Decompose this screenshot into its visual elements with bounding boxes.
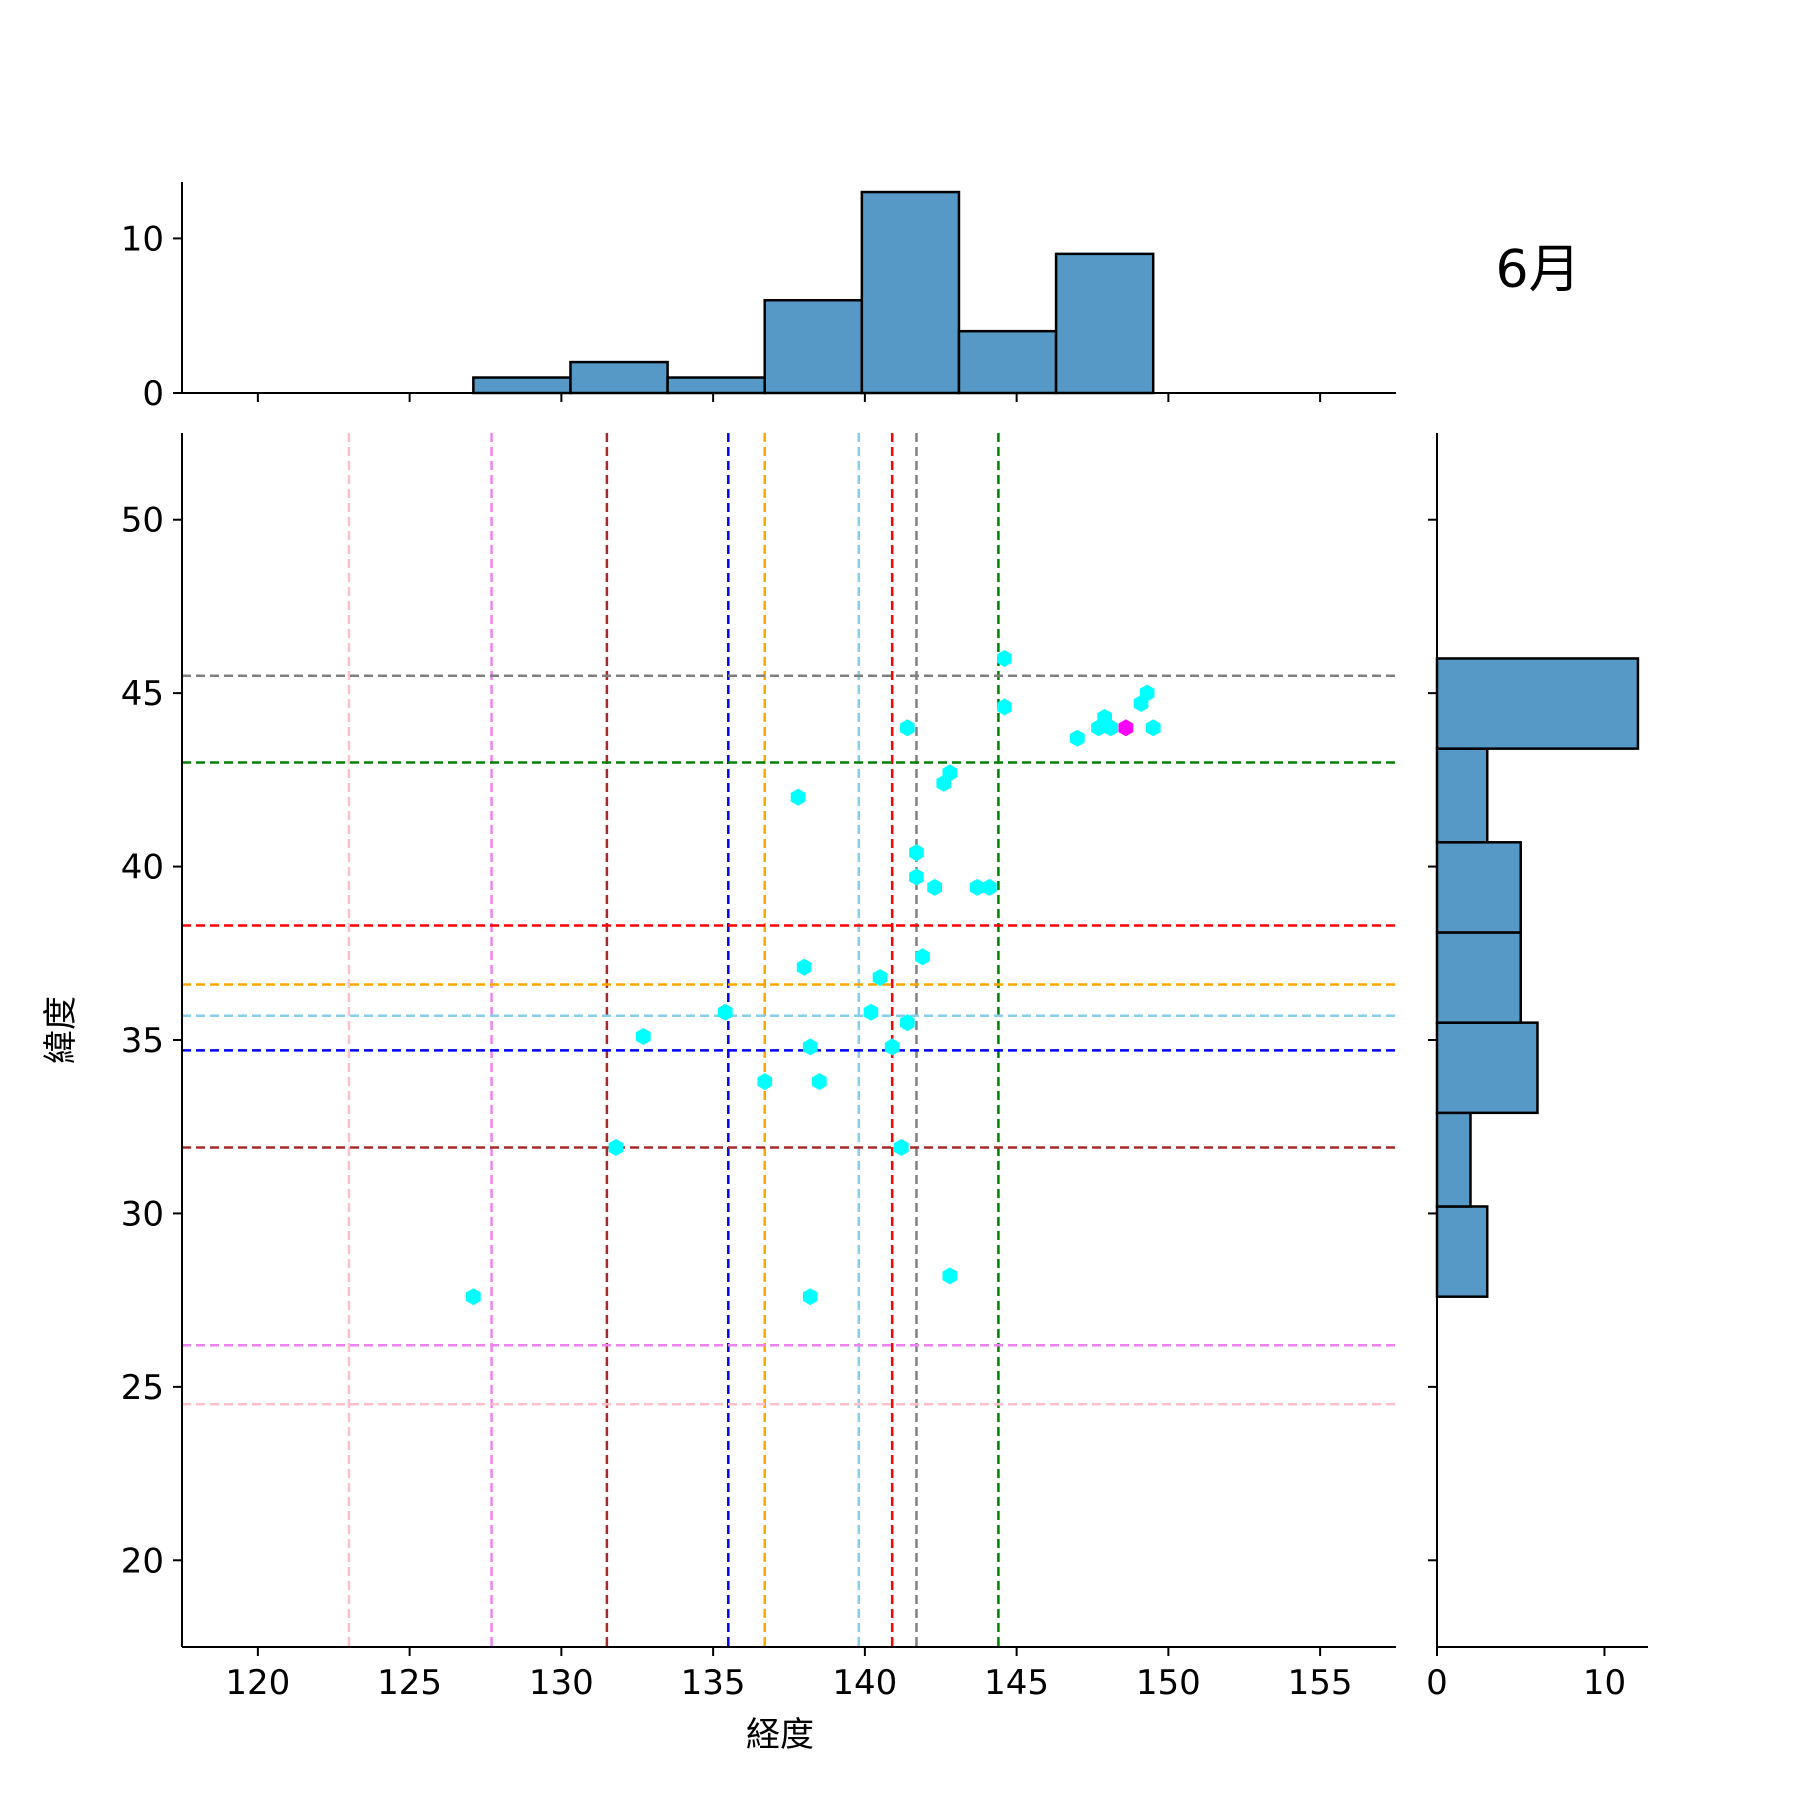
top-hist-bar-2 (666, 376, 766, 395)
point-12 (884, 1038, 900, 1056)
y-tick-label-40: 40 (121, 848, 164, 888)
x-tick-label-125: 125 (377, 1663, 442, 1703)
point-21 (942, 764, 958, 782)
point-1 (608, 1139, 624, 1156)
month-label: 6月 (1495, 240, 1580, 300)
top-hist-bar-3 (763, 299, 864, 395)
highlight-point (1118, 719, 1134, 737)
point-32 (1139, 684, 1155, 702)
top-hist-bar-5 (957, 329, 1058, 395)
top-histogram-bars (472, 190, 1155, 395)
point-17 (909, 868, 924, 886)
top-hist-bar-6 (1054, 252, 1155, 395)
x-tick-label-155: 155 (1288, 1663, 1353, 1703)
right-hist-bar-0 (1435, 1205, 1489, 1298)
main-scatter-plot: 120 125 130 135 140 145 150 155 20253035404550 … (41, 433, 1396, 1755)
right-hist-bar-3 (1435, 931, 1522, 1024)
point-10 (863, 1003, 879, 1021)
right-histogram-x-ticks: 0 10 (1426, 1647, 1626, 1703)
point-4 (757, 1073, 773, 1091)
x-tick-label-150: 150 (1136, 1663, 1201, 1703)
x-tick-label-135: 135 (681, 1663, 746, 1703)
y-tick-label-50: 50 (121, 501, 164, 541)
point-5 (790, 788, 806, 806)
point-3 (717, 1003, 733, 1021)
right-x-tick-label-0: 0 (1426, 1663, 1448, 1703)
top-histogram-y-ticks: 0 10 (121, 219, 182, 414)
point-26 (997, 698, 1012, 716)
point-15 (900, 719, 915, 737)
top-y-tick-label-10: 10 (121, 219, 164, 259)
point-2 (636, 1028, 651, 1045)
point-25 (997, 650, 1012, 667)
x-axis-title: 経度 (746, 1715, 814, 1755)
point-19 (927, 878, 942, 896)
point-0 (466, 1288, 481, 1306)
point-9 (802, 1288, 818, 1306)
x-tick-label-130: 130 (529, 1663, 594, 1703)
x-axis-ticks: 120 125 130 135 140 145 150 155 (225, 1647, 1353, 1703)
right-x-tick-label-10: 10 (1583, 1663, 1626, 1703)
right-hist-bar-6 (1435, 657, 1640, 750)
x-tick-label-145: 145 (984, 1663, 1049, 1703)
right-hist-bar-1 (1435, 1111, 1472, 1208)
point-22 (942, 1267, 958, 1285)
point-8 (812, 1073, 827, 1091)
y-axis-ticks: 20 25 30 35 40 45 50 (121, 501, 182, 1581)
y-axis-title: 緯度 (41, 996, 81, 1064)
top-hist-bar-1 (569, 360, 669, 395)
y-tick-label-25: 25 (121, 1368, 164, 1408)
point-18 (915, 948, 930, 966)
point-13 (893, 1139, 909, 1156)
y-tick-label-45: 45 (121, 674, 164, 714)
right-hist-bar-5 (1435, 747, 1489, 844)
point-24 (981, 878, 997, 896)
top-histogram-x-ticks (256, 393, 1322, 402)
latitude-reference-lines (182, 674, 1396, 1406)
point-27 (1070, 729, 1085, 747)
top-hist-bar-0 (472, 376, 572, 395)
point-11 (872, 969, 888, 987)
right-histogram-y-ticks (1428, 518, 1437, 1562)
top-hist-bar-4 (860, 190, 961, 395)
point-7 (802, 1038, 818, 1056)
right-marginal-histogram: 0 10 (1426, 433, 1648, 1703)
x-tick-label-140: 140 (832, 1663, 897, 1703)
point-16 (909, 844, 924, 862)
point-30 (1103, 719, 1119, 737)
scatter-points (466, 650, 1161, 1306)
right-histogram-bars (1435, 657, 1640, 1298)
right-hist-bar-2 (1435, 1021, 1539, 1115)
point-33 (1145, 719, 1161, 737)
y-tick-label-20: 20 (121, 1541, 164, 1581)
point-14 (900, 1014, 915, 1032)
top-marginal-histogram: 0 10 (121, 182, 1396, 414)
point-6 (796, 958, 812, 976)
y-tick-label-30: 30 (121, 1194, 164, 1234)
top-y-tick-label-0: 0 (142, 374, 164, 414)
right-hist-bar-4 (1435, 841, 1522, 934)
x-tick-label-120: 120 (225, 1663, 290, 1703)
y-tick-label-35: 35 (121, 1021, 164, 1061)
point-23 (969, 878, 985, 896)
